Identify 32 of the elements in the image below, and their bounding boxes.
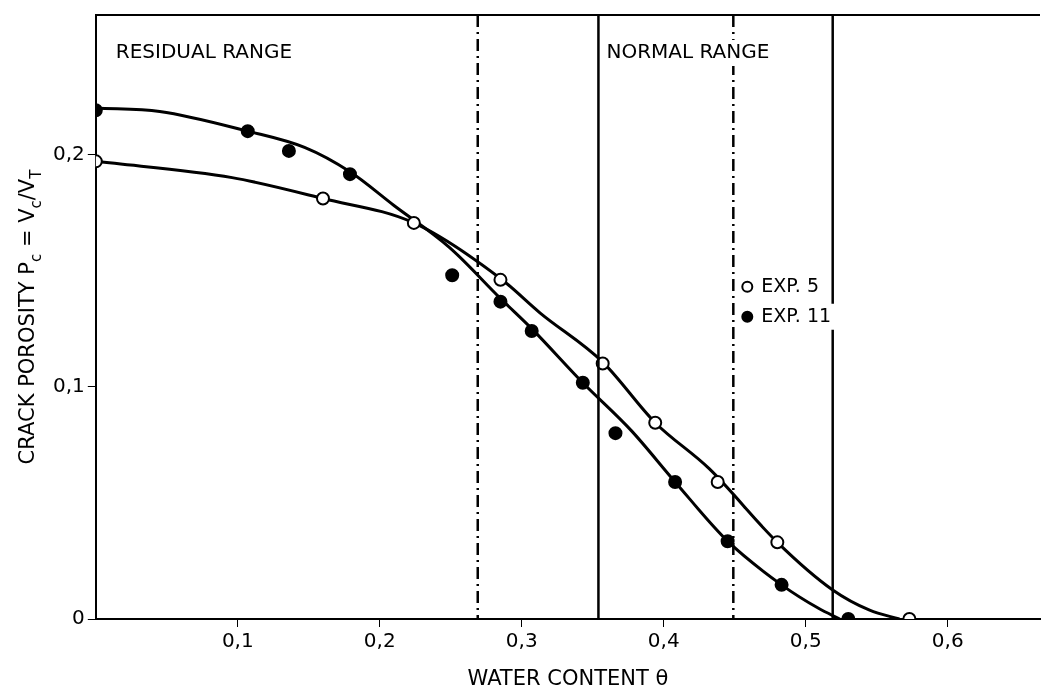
x-tick-label: 0,1: [221, 628, 254, 653]
legend-label: EXP. 11: [761, 303, 832, 326]
y-tick-label: 0,2: [52, 140, 85, 165]
point: [493, 272, 508, 287]
point: [575, 375, 590, 390]
x-tick-label: 0,4: [647, 628, 680, 653]
point: [608, 426, 623, 441]
x-tick-label: 0,5: [789, 628, 822, 653]
point: [240, 124, 255, 139]
y-tick-label: 0: [72, 605, 85, 630]
point: [445, 268, 460, 283]
x-tick-label: 0,3: [505, 628, 538, 653]
point: [668, 474, 683, 489]
point: [281, 143, 296, 158]
x-tick-label: 0,2: [363, 628, 396, 653]
annotation: RESIDUAL RANGE: [115, 39, 293, 64]
x-axis-title: WATER CONTENT θ: [467, 666, 669, 690]
point: [315, 191, 330, 206]
legend-label: EXP. 5: [761, 273, 819, 296]
point: [493, 294, 508, 309]
annotation: NORMAL RANGE: [606, 39, 770, 64]
y-axis-title: CRACK POROSITY Pc = Vc/VT: [15, 168, 45, 465]
point: [648, 415, 663, 430]
y-tick-label: 0,1: [52, 372, 85, 397]
point: [406, 215, 421, 230]
point: [770, 535, 785, 550]
point: [342, 167, 357, 182]
point: [710, 474, 725, 489]
point: [720, 534, 735, 549]
point: [524, 323, 539, 338]
x-tick-label: 0,6: [931, 628, 964, 653]
point: [774, 577, 789, 592]
